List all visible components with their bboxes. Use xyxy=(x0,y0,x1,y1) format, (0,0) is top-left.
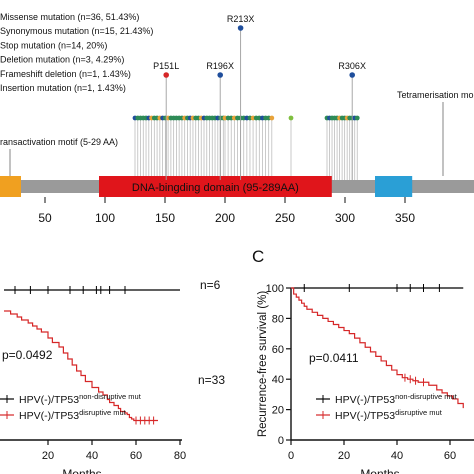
mutation-legend-entry: Frameshift deletion (n=1, 1.43%) xyxy=(0,69,131,79)
mutation-dot xyxy=(269,115,275,121)
legend-entry: HPV(-)/TP53disruptive mut xyxy=(335,408,443,422)
x-tick-label: 60 xyxy=(444,450,456,462)
mutation-dot xyxy=(354,115,360,121)
legend-entry-superscript: non-disruptive mut xyxy=(79,392,142,401)
y-tick-label: 20 xyxy=(272,405,284,417)
panel-c-letter: C xyxy=(252,247,264,266)
x-axis-label: Months xyxy=(360,467,399,474)
labeled-mutations: P151L R196X R213X R306X xyxy=(153,14,366,180)
mutation-label: R213X xyxy=(227,14,255,24)
p-value: p=0.0411 xyxy=(309,351,359,365)
axis-tick-label: 200 xyxy=(215,211,235,225)
lollipop-legend: Missense mutation (n=36, 51.43%) Synonymo… xyxy=(0,12,153,93)
legend-entry-superscript: disruptive mut xyxy=(395,408,443,417)
n-label: n=6 xyxy=(200,278,221,292)
mutation-dot xyxy=(237,25,244,31)
y-tick-label: 80 xyxy=(272,313,284,325)
axis-tick-label: 100 xyxy=(95,211,115,225)
mutation-dot xyxy=(349,72,356,78)
legend-entry-label: HPV(-)/TP53 xyxy=(19,394,79,406)
axis-tick-label: 300 xyxy=(335,211,355,225)
axis-tick-label: 150 xyxy=(155,211,175,225)
legend-entry: HPV(-)/TP53non-disruptive mut xyxy=(335,392,458,406)
mutation-legend-entry: Insertion mutation (n=1, 1.43%) xyxy=(0,83,126,93)
legend-entry-label: HPV(-)/TP53 xyxy=(19,410,79,422)
mutation-label: R306X xyxy=(338,61,366,71)
legend-entry-superscript: non-disruptive mut xyxy=(395,392,458,401)
mutation-label: P151L xyxy=(153,61,179,71)
x-tick-label: 40 xyxy=(391,450,403,462)
mutation-legend-entry: Synonymous mutation (n=15, 21.43%) xyxy=(0,26,153,36)
km-panel-recurrence: C 0 20 40 60 80 100 0 20 40 60 Months p=0.0411 HPV(-… xyxy=(252,247,474,474)
mutation-dot xyxy=(288,115,294,121)
x-tick-label: 40 xyxy=(86,450,98,462)
km-plot-overall: 20 40 60 80 Months p=0.0492 n=6 n=33 HPV(-)/TP53… xyxy=(0,278,225,474)
y-tick-label: 0 xyxy=(278,435,284,447)
x-tick-label: 20 xyxy=(42,450,54,462)
mutation-dot xyxy=(217,72,223,78)
legend-entry-label: HPV(-)/TP53 xyxy=(335,394,395,406)
mutation-label: R196X xyxy=(206,61,234,71)
y-tick-label: 40 xyxy=(272,374,284,386)
y-tick-label: 60 xyxy=(272,344,284,356)
legend-entry: HPV(-)/TP53non-disruptive mut xyxy=(19,392,142,406)
survival-curve xyxy=(4,310,158,422)
mutation-dot xyxy=(163,72,169,78)
axis-tick-label: 350 xyxy=(395,211,415,225)
x-tick-label: 60 xyxy=(130,450,142,462)
x-tick-label: 0 xyxy=(288,450,294,462)
axis-tick-label: 250 xyxy=(275,211,295,225)
p-value: p=0.0492 xyxy=(2,348,53,362)
mutation-legend-entry: Stop mutation (n=14, 20%) xyxy=(0,40,107,50)
x-tick-label: 80 xyxy=(174,450,186,462)
domain-label: DNA-bingding domain (95-289AA) xyxy=(132,182,299,194)
domain-label: ransactivation motif (5-29 AA) xyxy=(0,137,118,147)
y-tick-label: 100 xyxy=(266,283,284,295)
lollipop-panel: Missense mutation (n=36, 51.43%) Synonymo… xyxy=(0,12,474,225)
y-axis-label: Recurrence-free survival (%) xyxy=(257,291,269,438)
n-label: n=33 xyxy=(198,373,225,387)
axis-tick-label: 50 xyxy=(38,211,52,225)
lollipop-stems xyxy=(132,115,360,180)
x-axis-label: Months xyxy=(62,467,101,474)
domain-box xyxy=(375,176,413,197)
km-panel-overall: 20 40 60 80 Months p=0.0492 n=6 n=33 HPV(-)/TP53… xyxy=(0,278,225,474)
x-tick-label: 20 xyxy=(338,450,350,462)
protein-domains: DNA-bingding domain (95-289AA) ransactiva… xyxy=(0,90,474,197)
legend-entry-superscript: disruptive mut xyxy=(79,408,127,417)
survival-curve xyxy=(291,287,464,409)
legend-entry: HPV(-)/TP53disruptive mut xyxy=(19,408,127,422)
domain-label: Tetramerisation mo xyxy=(397,90,474,100)
mutation-legend-entry: Deletion mutation (n=3, 4.29%) xyxy=(0,55,124,65)
legend-entry-label: HPV(-)/TP53 xyxy=(335,410,395,422)
mutation-legend-entry: Missense mutation (n=36, 51.43%) xyxy=(0,12,139,22)
domain-box xyxy=(99,176,332,197)
protein-position-axis: 50 100 150 200 250 300 350 xyxy=(38,197,415,225)
km-plot-recurrence: 0 20 40 60 80 100 0 20 40 60 Months p=0.0411 HPV(-)/… xyxy=(257,283,474,474)
domain-box xyxy=(0,176,21,197)
